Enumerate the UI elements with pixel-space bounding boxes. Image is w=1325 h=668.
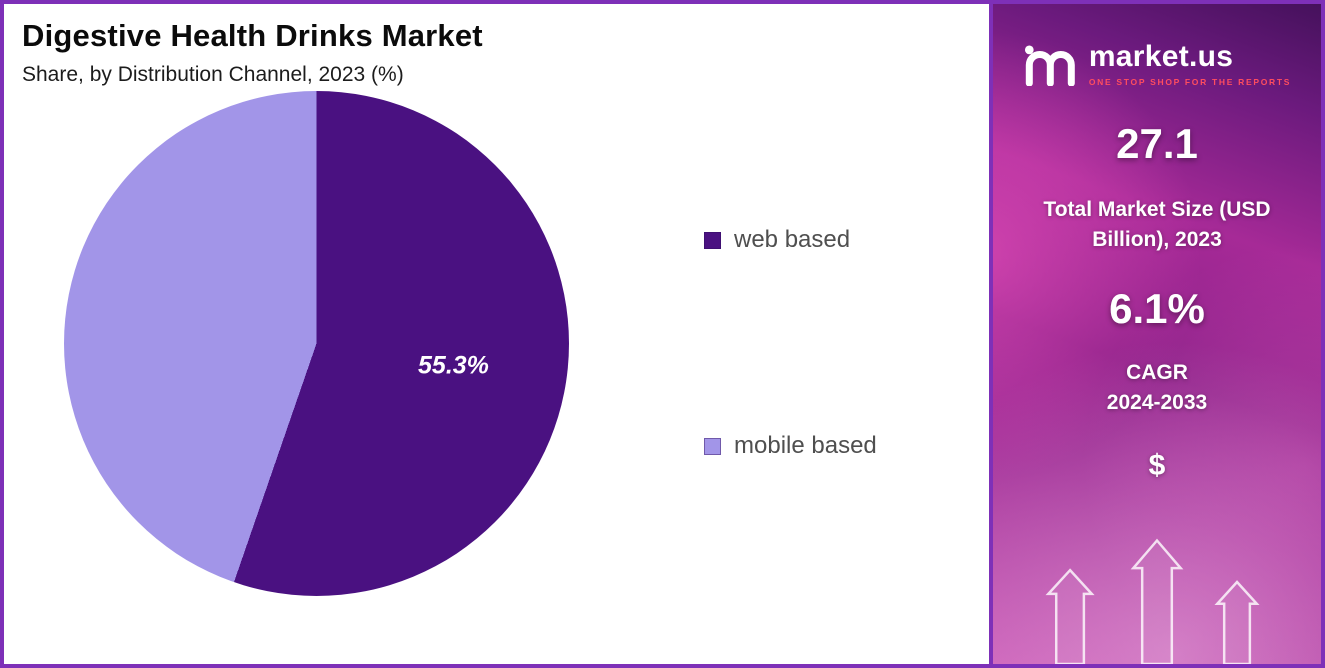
cagr-label: CAGR	[1126, 360, 1188, 384]
stats-sidebar: market.us ONE STOP SHOP FOR THE REPORTS …	[989, 4, 1321, 664]
chart-panel: Digestive Health Drinks Market Share, by…	[4, 4, 989, 664]
market-size-label: Total Market Size (USD Billion), 2023	[1043, 198, 1271, 252]
brand-text-block: market.us ONE STOP SHOP FOR THE REPORTS	[1088, 40, 1292, 88]
legend-swatch-web-based	[704, 231, 721, 249]
brand-tagline: ONE STOP SHOP FOR THE REPORTS	[1088, 77, 1292, 87]
chart-subtitle: Share, by Distribution Channel, 2023 (%)	[22, 62, 404, 86]
legend-swatch-mobile-based	[704, 437, 721, 455]
arrow-up-right-icon	[1214, 580, 1260, 664]
legend-label-mobile-based: mobile based	[734, 432, 877, 460]
pie-chart: 55.3%	[64, 90, 569, 596]
market-us-logo-icon	[1024, 45, 1075, 86]
legend-item-web-based: web based	[704, 226, 877, 254]
pie-data-label: 55.3%	[418, 351, 489, 380]
cagr-period: 2024-2033	[1106, 391, 1208, 415]
dollar-symbol: $	[1148, 448, 1166, 482]
growth-arrows-graphic	[1045, 538, 1260, 664]
legend-item-mobile-based: mobile based	[704, 432, 877, 460]
cagr-value: 6.1%	[1109, 284, 1205, 332]
page-title: Digestive Health Drinks Market	[22, 18, 483, 53]
arrow-up-left-icon	[1045, 568, 1095, 664]
chart-row: 55.3% web based mobile based	[22, 90, 989, 596]
market-size-value: 27.1	[1116, 120, 1198, 167]
brand-logo: market.us ONE STOP SHOP FOR THE REPORTS	[993, 42, 1321, 87]
pie-graphic	[64, 90, 569, 596]
legend: web based mobile based	[704, 226, 877, 460]
brand-name: market.us	[1088, 40, 1234, 73]
legend-label-web-based: web based	[734, 226, 851, 254]
arrow-up-center-icon	[1130, 538, 1184, 664]
cagr-label-block: CAGR 2024-2033	[993, 358, 1321, 419]
